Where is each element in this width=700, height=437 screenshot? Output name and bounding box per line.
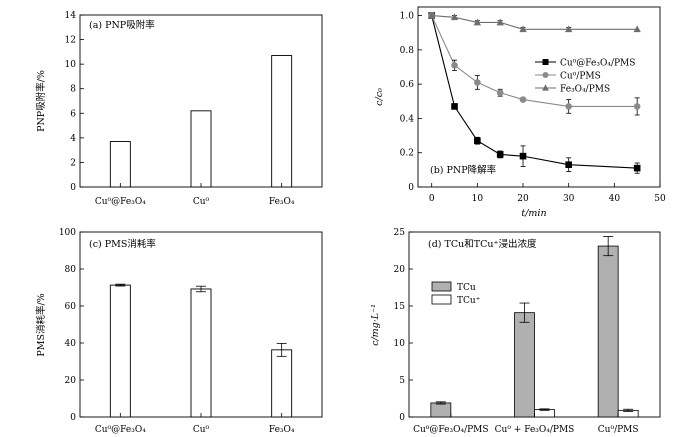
- data-point: [496, 151, 504, 158]
- y-tick-label: 0.4: [400, 114, 415, 124]
- y-tick-label: 0.6: [400, 80, 415, 90]
- panel-a-ylabel: PNP吸附率/%: [35, 70, 47, 132]
- y-tick-label: 20: [65, 376, 77, 386]
- series-2: [427, 11, 641, 33]
- y-tick-label: 60: [65, 302, 77, 312]
- series-line: [431, 15, 638, 30]
- bar-2: [271, 349, 293, 418]
- bar-0: [109, 141, 131, 188]
- y-tick-label: 12: [65, 36, 76, 46]
- x-category-label: Fe₃O₄: [269, 425, 295, 435]
- panel-b-xlabel: t/min: [521, 208, 546, 219]
- y-tick-label: 2: [70, 158, 76, 168]
- bar-TCu-2: [597, 245, 619, 418]
- data-point: [451, 103, 458, 110]
- panel-b-title: (b) PNP降解率: [430, 164, 497, 176]
- y-tick-label: 10: [65, 60, 77, 70]
- x-tick-label: 50: [654, 194, 666, 204]
- y-tick-label: 80: [65, 265, 77, 275]
- data-point: [450, 13, 459, 21]
- y-tick-label: 0.8: [400, 46, 415, 56]
- legend-marker: [542, 72, 549, 78]
- panel-a-title: (a) PNP吸附率: [89, 19, 155, 31]
- panel-b-frame: [417, 6, 661, 188]
- bar-2: [271, 55, 293, 188]
- data-point: [633, 103, 641, 110]
- x-tick-label: 0: [429, 194, 435, 204]
- panel-b-legend: Cu⁰@Fe₃O₄/PMS Cu⁰/PMS Fe₃O₄/PMS: [535, 59, 635, 95]
- x-tick-label: 30: [563, 194, 575, 204]
- panel-c-title: (c) PMS消耗率: [89, 238, 156, 250]
- legend-label: TCu⁺: [457, 296, 481, 306]
- panel-d-legend: TCu TCu⁺: [431, 281, 481, 306]
- panel-c-ylabel: PMS消耗率/%: [35, 293, 47, 356]
- legend-swatch: [431, 294, 452, 305]
- data-point: [473, 18, 482, 26]
- bar-TCu-0: [430, 402, 452, 418]
- legend-label: Cu⁰@Fe₃O₄/PMS: [560, 59, 635, 69]
- data-point: [519, 25, 527, 33]
- x-category-label: Cu⁰ + Fe₃O₄/PMS: [495, 425, 575, 435]
- y-tick-label: 40: [65, 339, 77, 349]
- legend-swatch: [431, 281, 452, 292]
- y-tick-label: 5: [399, 376, 405, 386]
- bar-1: [190, 110, 212, 188]
- y-tick-label: 20: [394, 265, 406, 275]
- data-point: [496, 18, 504, 26]
- legend-label: TCu: [457, 283, 476, 293]
- legend-marker: [542, 84, 549, 91]
- y-tick-label: 0: [70, 413, 76, 423]
- panel-c-pms-consumption-chart: (c) PMS消耗率 PMS消耗率/% 0 20 40 60 80 100 Cu⁰@Fe₃…: [35, 228, 323, 435]
- legend-label: Cu⁰/PMS: [560, 72, 601, 82]
- data-point: [496, 89, 504, 97]
- bar-0: [109, 284, 131, 418]
- y-tick-label: 4: [70, 134, 76, 144]
- x-tick-label: 20: [517, 194, 529, 204]
- data-point: [474, 79, 481, 86]
- x-category-label: Cu⁰/PMS: [598, 425, 639, 435]
- legend-marker: [542, 59, 549, 65]
- y-tick-label: 14: [65, 11, 77, 21]
- y-tick-label: 0: [70, 183, 76, 193]
- x-category-label: Cu⁰@Fe₃O₄: [95, 425, 146, 435]
- y-tick-label: 1.0: [400, 12, 415, 22]
- x-tick-label: 10: [472, 194, 484, 204]
- data-point: [565, 103, 572, 110]
- x-tick-label: 40: [609, 194, 621, 204]
- panel-b-ylabel: c/c₀: [374, 88, 385, 106]
- panel-a-adsorption-chart: (a) PNP吸附率 PNP吸附率/% 0 2 4 6 8 10 12 14 Cu⁰@Fe₃O…: [35, 11, 323, 207]
- panel-d-ylabel: c/mg·L⁻¹: [370, 304, 381, 346]
- data-point: [427, 11, 436, 19]
- y-tick-label: 15: [394, 302, 406, 312]
- y-tick-label: 0.2: [400, 149, 414, 159]
- y-tick-label: 6: [70, 109, 76, 119]
- x-category-label: Cu⁰: [193, 197, 210, 207]
- x-category-label: Cu⁰: [193, 425, 210, 435]
- data-point: [633, 164, 641, 172]
- data-point: [474, 137, 481, 145]
- x-category-label: Cu⁰@Fe₃O₄/PMS: [413, 425, 488, 435]
- y-tick-label: 25: [394, 228, 406, 238]
- panel-d-leaching-chart: (d) TCu和TCu⁺浸出浓度 c/mg·L⁻¹ 0 5 10 15 20 25 Cu⁰…: [370, 228, 661, 435]
- y-tick-label: 0: [408, 183, 414, 193]
- y-tick-label: 0: [399, 413, 405, 423]
- legend-label: Fe₃O₄/PMS: [560, 85, 610, 95]
- bar-1: [190, 288, 212, 418]
- x-category-label: Fe₃O₄: [269, 197, 295, 207]
- data-point: [564, 25, 573, 33]
- y-tick-label: 8: [70, 85, 76, 95]
- data-point: [565, 161, 572, 169]
- y-tick-label: 100: [59, 228, 76, 238]
- data-point: [519, 96, 527, 103]
- x-category-label: Cu⁰@Fe₃O₄: [95, 197, 146, 207]
- panel-d-title: (d) TCu和TCu⁺浸出浓度: [428, 238, 537, 250]
- bar-TCu-1: [514, 312, 535, 418]
- panel-b-degradation-chart: (b) PNP降解率 c/c₀ t/min 0 0.2 0.4 0.6 0.8 1.0 0…: [374, 6, 666, 219]
- data-point: [633, 25, 641, 33]
- y-tick-label: 10: [394, 339, 406, 349]
- data-point: [451, 61, 458, 69]
- data-point: [519, 152, 527, 160]
